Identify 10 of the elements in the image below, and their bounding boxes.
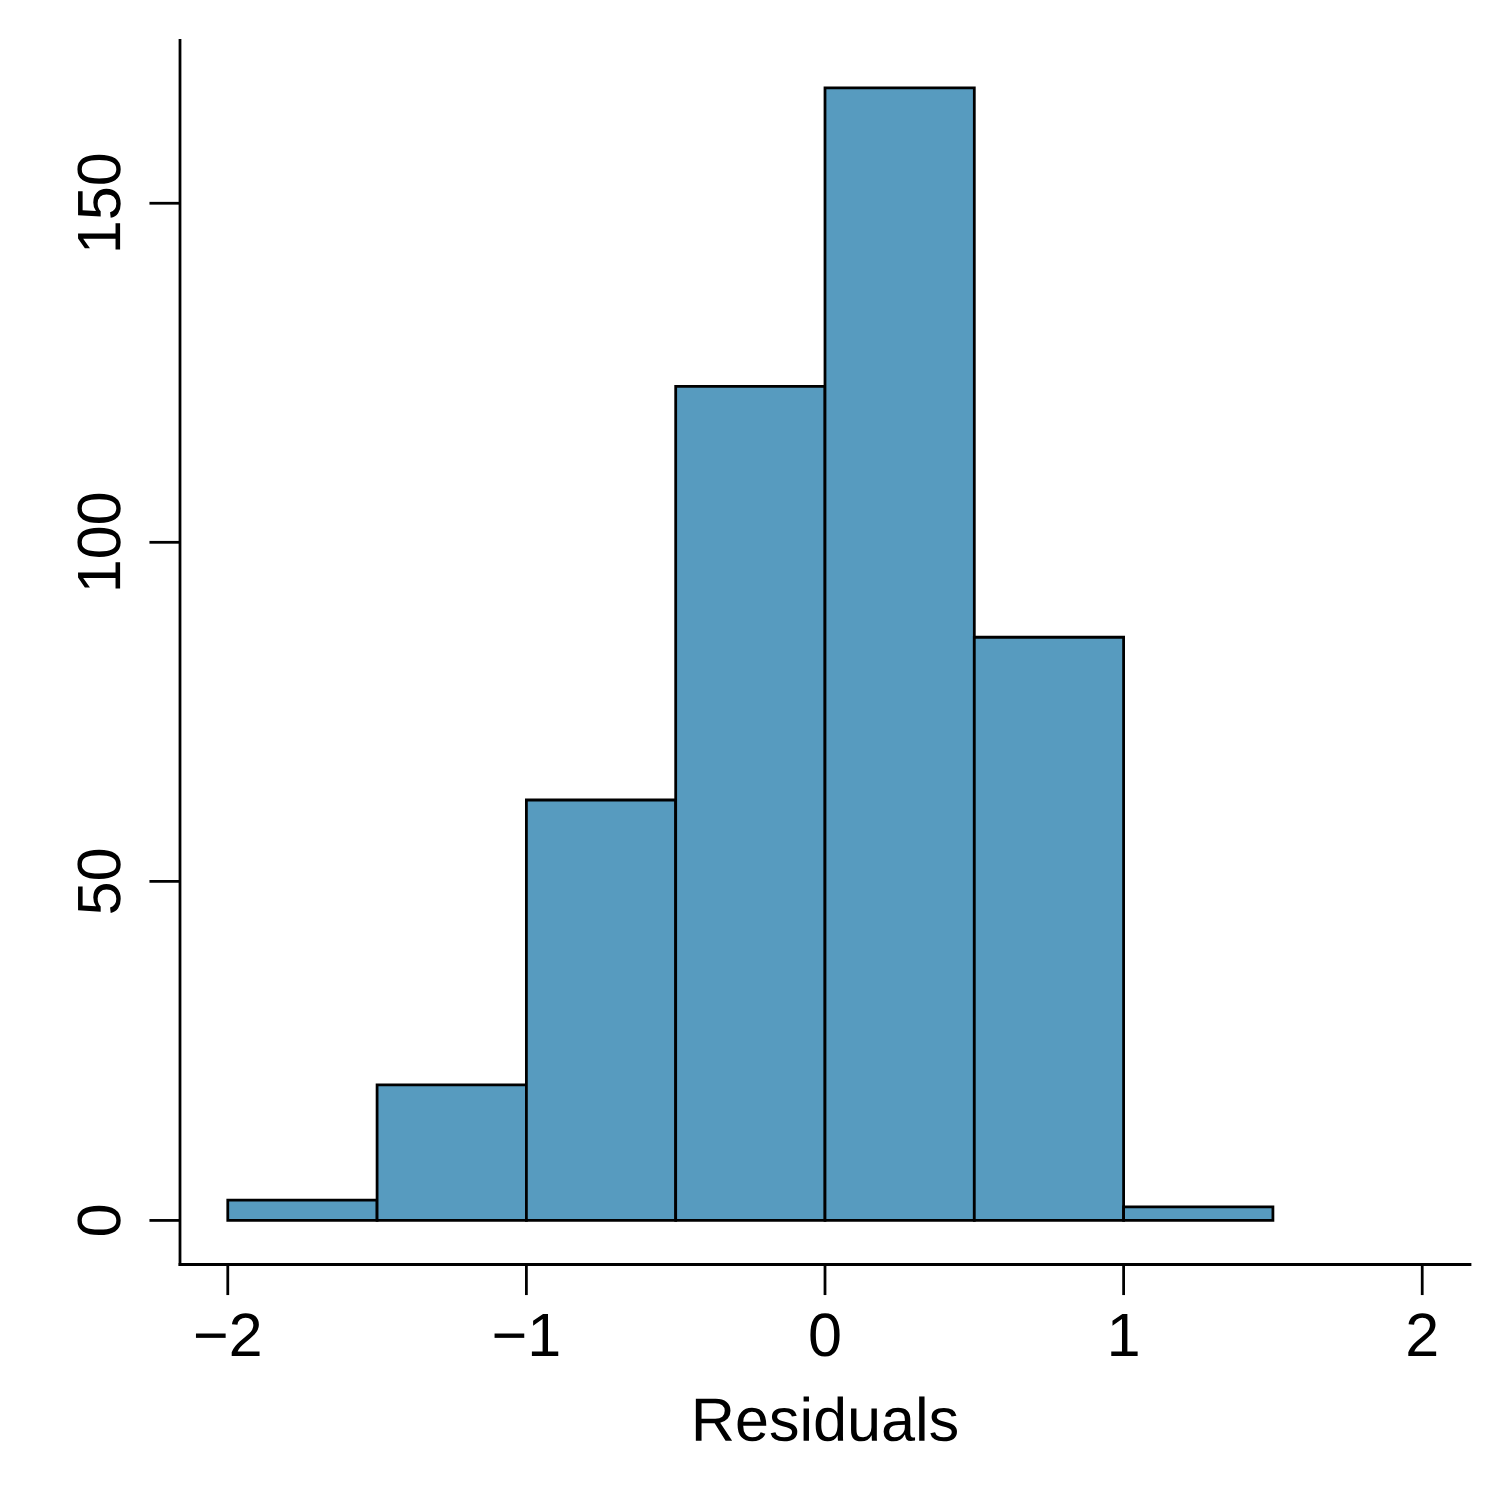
x-tick-label: −2 xyxy=(195,1313,260,1357)
x-tick-label: 1 xyxy=(1111,1313,1138,1357)
x-axis-title: Residuals xyxy=(695,1396,957,1442)
y-tick-label: 100 xyxy=(77,493,121,589)
y-tick-label: 0 xyxy=(77,1205,121,1236)
x-tick-label: 2 xyxy=(1408,1313,1437,1357)
x-tick-label: −1 xyxy=(494,1313,559,1357)
y-tick-label: 150 xyxy=(77,154,121,250)
x-tick-label: 0 xyxy=(810,1313,840,1357)
y-tick-label: 50 xyxy=(77,849,121,913)
